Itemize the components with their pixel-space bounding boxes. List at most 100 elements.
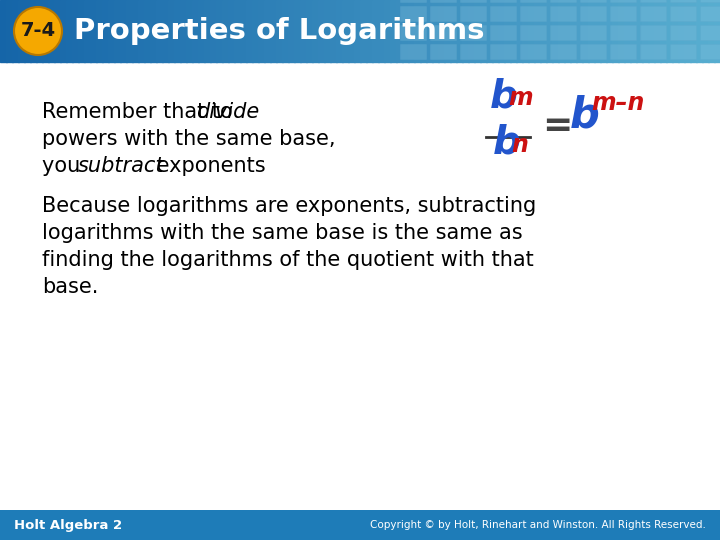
Bar <box>126 0 133 62</box>
Bar <box>400 44 426 59</box>
Bar <box>174 0 181 62</box>
Bar <box>432 0 439 62</box>
Bar <box>0 510 720 540</box>
Bar <box>144 0 151 62</box>
Text: m–n: m–n <box>591 91 644 115</box>
Bar <box>696 0 703 62</box>
Bar <box>276 0 283 62</box>
Bar <box>640 25 666 40</box>
Bar <box>642 0 649 62</box>
Bar <box>102 0 109 62</box>
Text: powers with the same base,: powers with the same base, <box>42 129 336 149</box>
Bar <box>670 25 696 40</box>
Bar <box>520 0 546 2</box>
Bar <box>430 44 456 59</box>
Bar <box>660 0 667 62</box>
Bar <box>594 0 601 62</box>
Bar <box>582 0 589 62</box>
Bar <box>162 0 169 62</box>
Bar <box>0 0 7 62</box>
Bar <box>132 0 139 62</box>
Bar <box>460 6 486 21</box>
Bar <box>610 6 636 21</box>
Bar <box>490 44 516 59</box>
Bar <box>648 0 655 62</box>
Bar <box>400 25 426 40</box>
Text: base.: base. <box>42 277 99 297</box>
Bar <box>690 0 697 62</box>
Bar <box>390 0 397 62</box>
Text: Copyright © by Holt, Rinehart and Winston. All Rights Reserved.: Copyright © by Holt, Rinehart and Winsto… <box>370 520 706 530</box>
Bar <box>318 0 325 62</box>
Bar <box>708 0 715 62</box>
Bar <box>402 0 409 62</box>
Bar <box>654 0 661 62</box>
Bar <box>486 0 493 62</box>
Bar <box>462 0 469 62</box>
Bar <box>252 0 259 62</box>
Bar <box>294 0 301 62</box>
Ellipse shape <box>14 7 62 55</box>
Bar <box>324 0 331 62</box>
Bar <box>520 25 546 40</box>
Bar <box>400 6 426 21</box>
Bar <box>468 0 475 62</box>
Bar <box>618 0 625 62</box>
Bar <box>640 6 666 21</box>
Bar <box>216 0 223 62</box>
Bar <box>606 0 613 62</box>
Bar <box>198 0 205 62</box>
Bar <box>430 6 456 21</box>
Bar <box>288 0 295 62</box>
Text: Because logarithms are exponents, subtracting: Because logarithms are exponents, subtra… <box>42 196 536 216</box>
Bar <box>600 0 607 62</box>
Bar <box>90 0 97 62</box>
Bar <box>612 0 619 62</box>
Text: you: you <box>42 156 87 176</box>
Bar <box>490 0 516 2</box>
Bar <box>534 0 541 62</box>
Bar <box>342 0 349 62</box>
Bar <box>520 6 546 21</box>
Bar <box>430 25 456 40</box>
Bar <box>490 6 516 21</box>
Bar <box>192 0 199 62</box>
Bar <box>570 0 577 62</box>
Bar <box>60 0 67 62</box>
Bar <box>474 0 481 62</box>
Bar <box>552 0 559 62</box>
Text: n: n <box>511 133 528 157</box>
Bar <box>354 0 361 62</box>
Bar <box>168 0 175 62</box>
Bar <box>700 25 720 40</box>
Bar <box>228 0 235 62</box>
Bar <box>150 0 157 62</box>
Bar <box>580 25 606 40</box>
Bar <box>366 0 373 62</box>
Bar <box>636 0 643 62</box>
Bar <box>414 0 421 62</box>
Bar <box>246 0 253 62</box>
Bar <box>66 0 73 62</box>
Bar <box>108 0 115 62</box>
Bar <box>450 0 457 62</box>
Bar <box>460 25 486 40</box>
Bar <box>36 0 43 62</box>
Bar <box>540 0 547 62</box>
Bar <box>678 0 685 62</box>
Bar <box>438 0 445 62</box>
Bar <box>522 0 529 62</box>
Bar <box>460 0 486 2</box>
Bar <box>54 0 61 62</box>
Bar <box>384 0 391 62</box>
Bar <box>48 0 55 62</box>
Bar <box>670 0 696 2</box>
Bar <box>96 0 103 62</box>
Bar <box>580 6 606 21</box>
Bar <box>498 0 505 62</box>
Bar <box>400 0 426 2</box>
Text: Remember that to: Remember that to <box>42 102 239 122</box>
Bar <box>520 44 546 59</box>
Bar <box>610 44 636 59</box>
Bar <box>156 0 163 62</box>
